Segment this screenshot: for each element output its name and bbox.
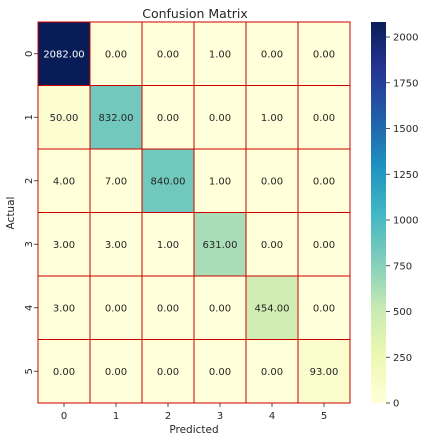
cell-value-label: 3.00 (53, 303, 75, 314)
heatmap-cell (89, 21, 143, 86)
heatmap-cell (193, 212, 247, 277)
x-axis-label: Predicted (169, 424, 218, 436)
cell-value-label: 93.00 (310, 367, 339, 378)
cell-value-label: 0.00 (209, 303, 231, 314)
heatmap-cell (245, 275, 299, 340)
heatmap-cell (37, 212, 91, 277)
heatmap-cell (89, 212, 143, 277)
colorbar-tick-label: 1500 (393, 124, 418, 135)
colorbar-tick-label: 500 (393, 307, 412, 318)
cell-value-label: 0.00 (313, 113, 335, 124)
cell-value-label: 1.00 (209, 176, 231, 187)
cell-value-label: 832.00 (99, 113, 134, 124)
y-tick-label: 3 (24, 241, 35, 247)
cell-value-label: 3.00 (53, 240, 75, 251)
cell-value-label: 7.00 (105, 176, 127, 187)
cell-value-label: 840.00 (151, 176, 186, 187)
heatmap-cell (89, 85, 143, 150)
cell-value-label: 0.00 (157, 49, 179, 60)
cell-value-label: 1.00 (261, 113, 283, 124)
cell-value-label: 0.00 (209, 113, 231, 124)
cell-value-label: 0.00 (157, 303, 179, 314)
cell-value-label: 0.00 (313, 240, 335, 251)
cell-value-label: 0.00 (105, 303, 127, 314)
cell-value-label: 4.00 (53, 176, 75, 187)
heatmap-cell (297, 212, 351, 277)
y-tick-label: 0 (24, 51, 35, 57)
cell-value-label: 3.00 (105, 240, 127, 251)
cell-value-label: 0.00 (105, 49, 127, 60)
cell-value-label: 0.00 (261, 240, 283, 251)
colorbar-tick-label: 1750 (393, 78, 418, 89)
cell-value-label: 0.00 (157, 367, 179, 378)
colorbar-tick-label: 1000 (393, 216, 418, 227)
cell-value-label: 0.00 (157, 113, 179, 124)
heatmap-cell (297, 339, 351, 404)
cell-value-label: 50.00 (50, 113, 79, 124)
heatmap-cell (297, 148, 351, 213)
colorbar-tick-label: 250 (393, 353, 412, 364)
heatmap-cell (37, 339, 91, 404)
heatmap-cell (297, 275, 351, 340)
heatmap-cell (37, 21, 91, 86)
y-axis-label: Actual (5, 197, 17, 230)
cell-value-label: 1.00 (157, 240, 179, 251)
cell-value-label: 0.00 (209, 367, 231, 378)
heatmap-cells (37, 21, 351, 404)
cell-value-label: 454.00 (255, 303, 290, 314)
heatmap-cell (193, 148, 247, 213)
heatmap-cell (141, 21, 195, 86)
heatmap-cell (193, 275, 247, 340)
chart-title: Confusion Matrix (142, 6, 248, 21)
y-tick-label: 1 (24, 114, 35, 120)
heatmap-cell (141, 275, 195, 340)
x-tick-label: 5 (321, 411, 327, 422)
cell-value-label: 631.00 (203, 240, 238, 251)
heatmap-cell (141, 212, 195, 277)
colorbar-tick-label: 1250 (393, 170, 418, 181)
x-tick-label: 4 (269, 411, 275, 422)
heatmap-cell (297, 85, 351, 150)
heatmap-cell (245, 212, 299, 277)
cell-value-label: 0.00 (105, 367, 127, 378)
x-tick-label: 0 (61, 411, 67, 422)
heatmap-cell (89, 148, 143, 213)
y-axis-ticks: 0 1 2 3 4 5 (24, 51, 38, 374)
x-axis-ticks: 0 1 2 3 4 5 (61, 403, 327, 422)
y-tick-label: 2 (24, 178, 35, 184)
cell-value-label: 0.00 (313, 176, 335, 187)
heatmap-cell (37, 275, 91, 340)
cell-value-label: 0.00 (261, 176, 283, 187)
cell-value-label: 0.00 (313, 303, 335, 314)
heatmap-cell (297, 21, 351, 86)
cell-value-label: 1.00 (209, 49, 231, 60)
cell-value-label: 0.00 (261, 367, 283, 378)
colorbar-tick-label: 2000 (393, 33, 418, 44)
colorbar-ticks: 0 250 500 750 1000 1250 1500 1750 2000 (386, 33, 418, 410)
y-tick-label: 5 (24, 368, 35, 374)
cell-value-label: 0.00 (261, 49, 283, 60)
x-tick-label: 3 (217, 411, 223, 422)
cell-labels: 2082.00 0.00 0.00 1.00 0.00 0.00 50.00 832.00 0.… (43, 49, 338, 378)
colorbar-tick-label: 750 (393, 261, 412, 272)
colorbar (371, 22, 386, 403)
heatmap-cell (193, 85, 247, 150)
x-tick-label: 1 (113, 411, 119, 422)
cell-value-label: 0.00 (313, 49, 335, 60)
heatmap-cell (245, 148, 299, 213)
x-tick-label: 2 (165, 411, 171, 422)
colorbar-tick-label: 0 (393, 399, 399, 410)
y-tick-label: 4 (24, 305, 35, 311)
cell-value-label: 2082.00 (43, 49, 84, 60)
cell-value-label: 0.00 (53, 367, 75, 378)
